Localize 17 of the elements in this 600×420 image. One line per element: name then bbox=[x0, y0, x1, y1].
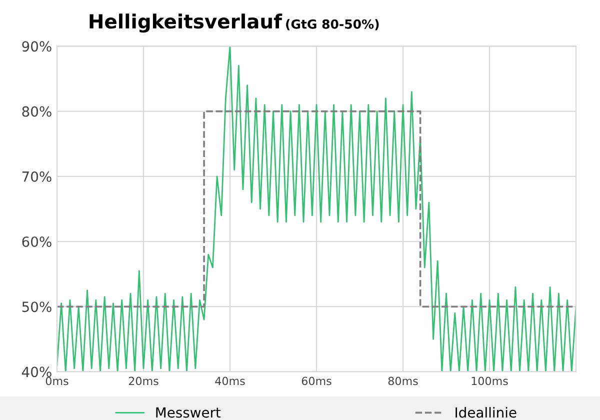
legend-label: Messwert bbox=[156, 407, 221, 418]
chart-title: Helligkeitsverlauf bbox=[90, 14, 282, 33]
y-tick-label: 90% bbox=[22, 41, 52, 52]
legend-label: Ideallinie bbox=[456, 406, 516, 418]
x-tick-label: 80ms bbox=[388, 376, 418, 386]
y-tick-label: 40% bbox=[22, 366, 52, 378]
y-tick-label: 50% bbox=[22, 302, 52, 312]
x-tick-label: 20ms bbox=[128, 376, 158, 386]
x-tick-label: 40ms bbox=[215, 376, 245, 386]
chart-subtitle: (GtG 80-50%) bbox=[286, 19, 379, 30]
y-tick-label: 70% bbox=[22, 171, 52, 182]
x-tick-label: 0ms bbox=[46, 376, 68, 386]
x-tick-label: 100ms bbox=[472, 376, 508, 386]
y-tick-label: 60% bbox=[22, 236, 52, 247]
y-tick-label: 80% bbox=[22, 106, 52, 117]
line-series bbox=[57, 46, 576, 372]
x-tick-label: 60ms bbox=[302, 376, 332, 386]
